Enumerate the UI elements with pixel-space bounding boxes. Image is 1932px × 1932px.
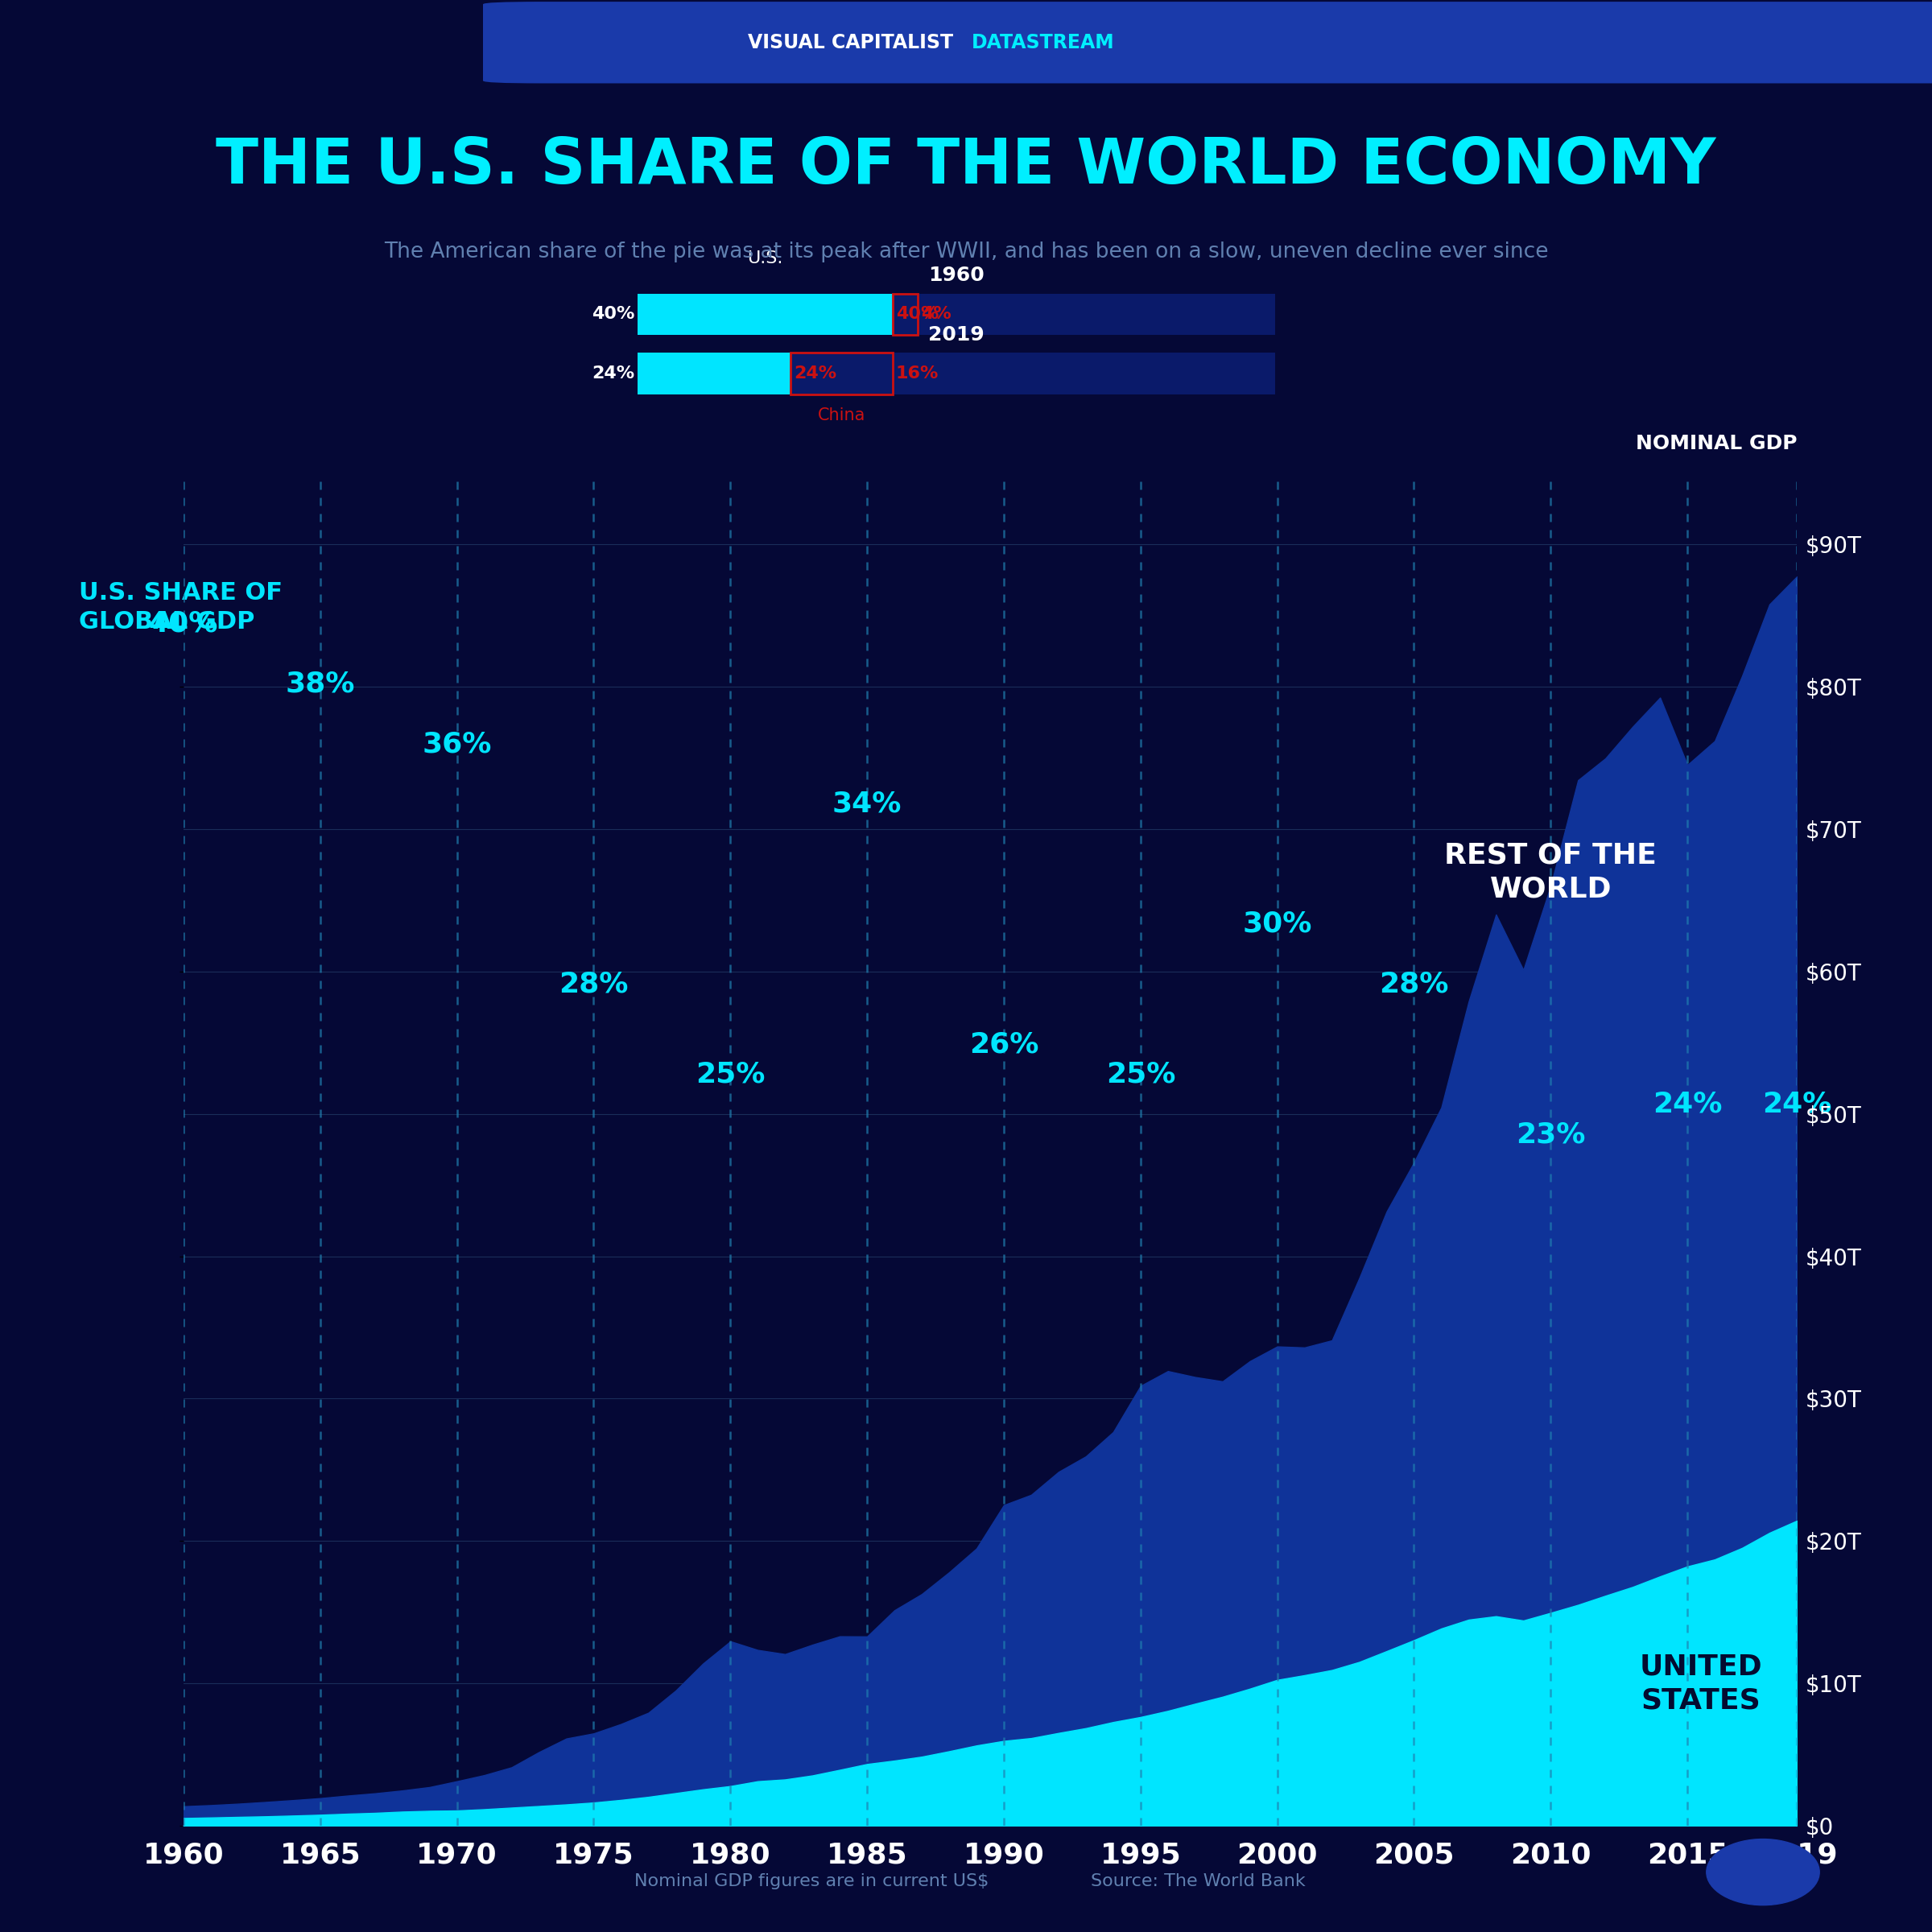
Text: 38%: 38% xyxy=(286,670,355,697)
Text: 40%: 40% xyxy=(149,611,218,638)
Text: 25%: 25% xyxy=(1105,1061,1175,1088)
Text: U.S.: U.S. xyxy=(748,251,782,267)
Bar xyxy=(790,354,893,394)
Text: Nominal GDP figures are in current US$: Nominal GDP figures are in current US$ xyxy=(634,1874,989,1889)
Text: U.S. SHARE OF
GLOBAL GDP: U.S. SHARE OF GLOBAL GDP xyxy=(79,582,282,634)
Text: REST OF THE
WORLD: REST OF THE WORLD xyxy=(1445,840,1658,902)
Text: 28%: 28% xyxy=(558,970,628,999)
Text: China: China xyxy=(817,408,866,423)
Bar xyxy=(638,294,1275,334)
Text: 24%: 24% xyxy=(1762,1092,1832,1119)
Text: VISUAL CAPITALIST: VISUAL CAPITALIST xyxy=(748,33,960,52)
Text: 34%: 34% xyxy=(833,790,902,817)
Text: Source: The World Bank: Source: The World Bank xyxy=(1090,1874,1306,1889)
Text: 40%: 40% xyxy=(591,307,634,323)
Bar xyxy=(893,294,918,334)
Text: 36%: 36% xyxy=(423,730,493,757)
Circle shape xyxy=(1706,1839,1820,1905)
Bar xyxy=(638,354,790,394)
Text: 26%: 26% xyxy=(970,1030,1039,1059)
Bar xyxy=(638,294,893,334)
Text: 4%: 4% xyxy=(922,307,952,323)
FancyBboxPatch shape xyxy=(483,2,1932,83)
Text: 40%: 40% xyxy=(896,307,939,323)
Text: DATASTREAM: DATASTREAM xyxy=(972,33,1115,52)
Text: 24%: 24% xyxy=(591,365,634,383)
Text: 16%: 16% xyxy=(896,365,939,383)
Text: 1960: 1960 xyxy=(927,267,985,286)
Text: 24%: 24% xyxy=(794,365,837,383)
Text: 2019: 2019 xyxy=(927,325,985,344)
Text: 24%: 24% xyxy=(1652,1092,1721,1119)
Text: The American share of the pie was at its peak after WWII, and has been on a slow: The American share of the pie was at its… xyxy=(384,242,1548,263)
Text: 25%: 25% xyxy=(696,1061,765,1088)
Bar xyxy=(638,354,1275,394)
Text: THE U.S. SHARE OF THE WORLD ECONOMY: THE U.S. SHARE OF THE WORLD ECONOMY xyxy=(216,135,1716,197)
Text: 30%: 30% xyxy=(1242,910,1312,937)
Text: UNITED
STATES: UNITED STATES xyxy=(1640,1652,1762,1714)
Text: 28%: 28% xyxy=(1379,970,1449,999)
Text: NOMINAL GDP: NOMINAL GDP xyxy=(1634,433,1797,452)
Text: 23%: 23% xyxy=(1517,1121,1586,1148)
